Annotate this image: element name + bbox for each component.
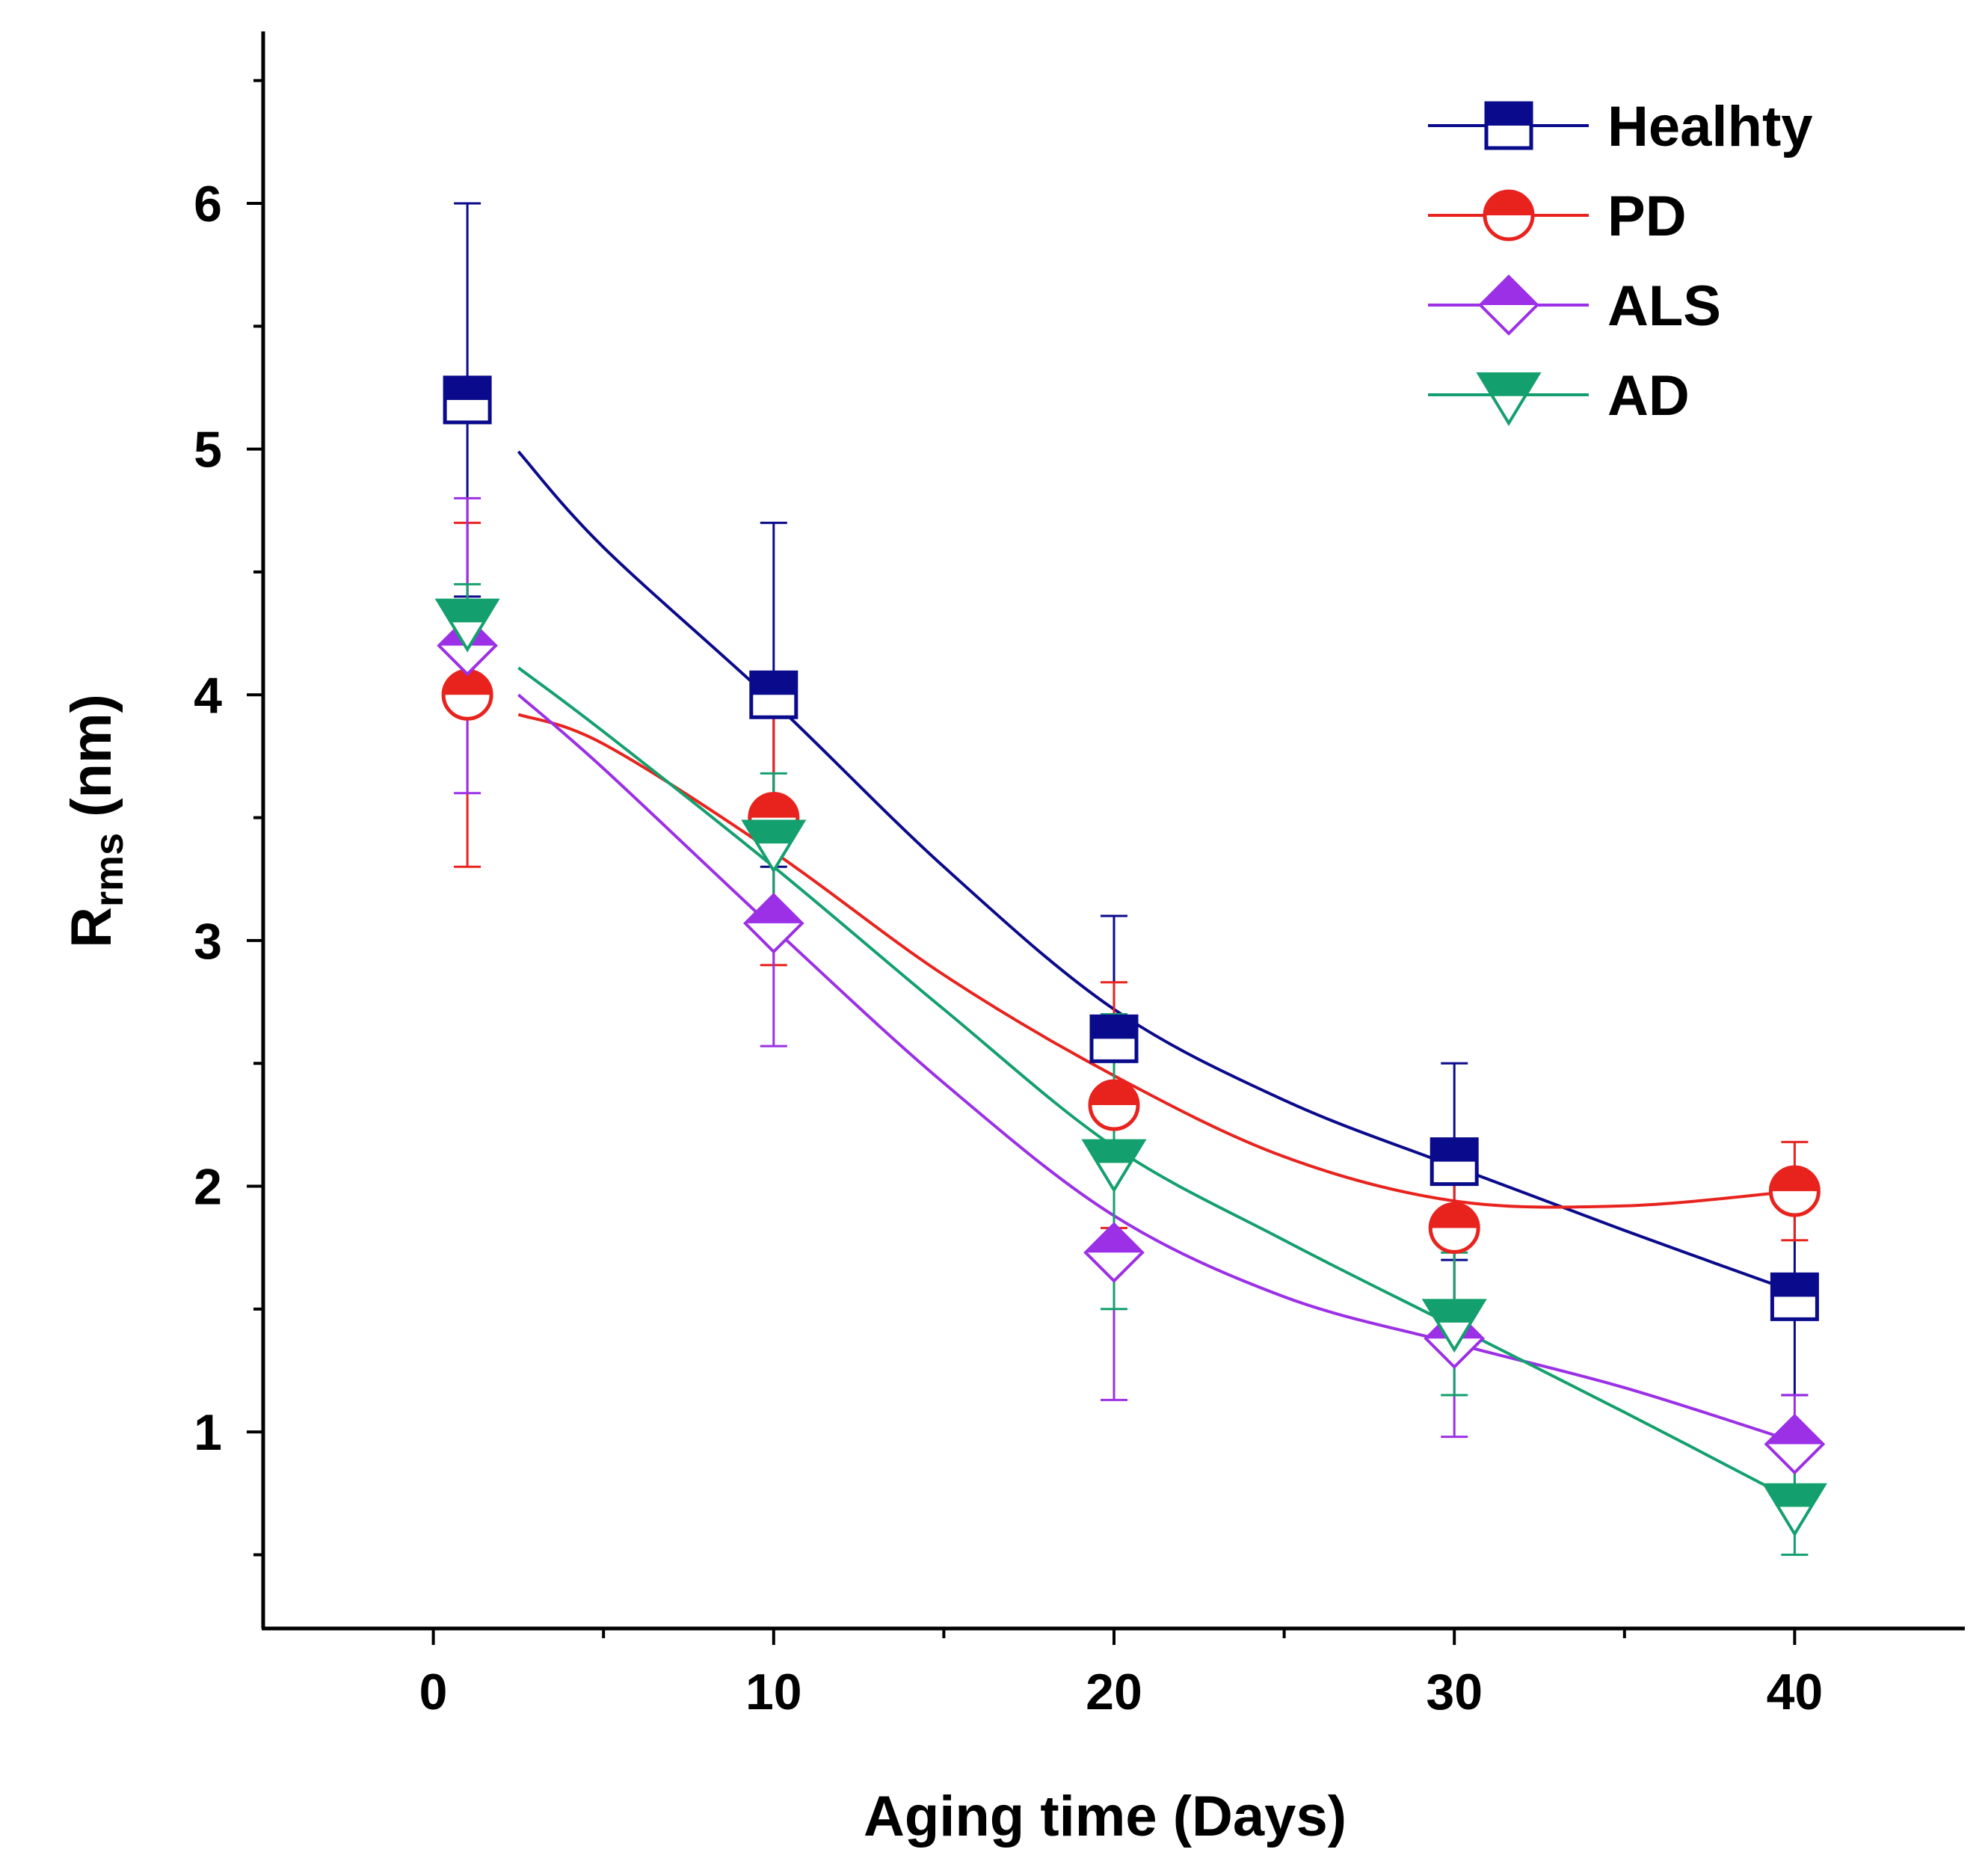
x-axis-title: Aging time (Days) [864,1785,1347,1848]
legend-item-ad: AD [1428,364,1690,428]
marker-fill [1770,1167,1819,1192]
marker-fill [1485,191,1533,215]
marker-fill [1480,277,1537,305]
y-axis-title-main: R [60,907,123,948]
legend: Healhty PD ALS AD [1428,95,1813,428]
fit-line-ad [517,666,1796,1502]
y-axis-title-sub: rms [87,833,132,907]
fit-curves [517,450,1796,1502]
marker-fill [1092,1016,1136,1039]
data-point-pd [1768,1165,1821,1217]
data-point-healhty [1089,1014,1139,1063]
data-point-pd [441,668,493,721]
data-point-pd [1428,1202,1480,1254]
legend-marker-healhty [1484,101,1533,150]
legend-item-als: ALS [1428,274,1721,338]
marker-fill [1424,1300,1485,1323]
data-point-ad [741,819,807,874]
marker-fill [445,377,490,400]
legend-label-healhty: Healhty [1607,95,1813,159]
data-point-ad [434,598,500,653]
data-point-healhty [443,375,492,425]
data-point-ad [1081,1139,1147,1193]
legend-label-pd: PD [1607,185,1687,248]
data-point-als [1764,1413,1826,1475]
y-axis-title-unit: (nm) [60,694,123,833]
data-point-pd [1088,1079,1140,1131]
marker-fill [1772,1274,1818,1297]
marker-fill [1766,1415,1824,1445]
y-tick-label: 2 [194,1158,222,1215]
x-tick-label: 20 [1086,1664,1142,1720]
legend-marker-als [1478,274,1539,336]
y-tick-label: 5 [194,422,222,479]
legend-label-ad: AD [1607,364,1690,428]
x-tick-label: 40 [1767,1664,1824,1720]
marker-fill [1086,1224,1142,1253]
legend-item-healhty: Healhty [1428,95,1813,159]
data-point-als [1083,1222,1145,1284]
data-point-ad [1761,1483,1827,1537]
data-point-als [742,893,804,954]
fit-line-als [517,693,1796,1444]
marker-fill [1764,1484,1825,1507]
legend-marker-ad [1476,372,1542,426]
marker-fill [1479,374,1539,396]
marker-fill [437,600,498,623]
data-markers [434,375,1827,1537]
x-tick-label: 10 [745,1664,802,1720]
legend-item-pd: PD [1428,185,1687,248]
fit-line-pd [517,713,1795,1209]
marker-fill [1090,1081,1138,1106]
legend-label-als: ALS [1607,274,1721,338]
data-point-ad [1421,1299,1487,1353]
marker-fill [443,671,492,695]
y-axis-title: Rrms (nm) [60,694,132,948]
marker-fill [1084,1140,1144,1163]
axes: 0 10 20 30 40 1 2 3 4 5 6 [194,31,1965,1720]
legend-marker-pd [1483,189,1535,242]
data-point-healhty [1770,1272,1819,1321]
fit-line-healhty [517,450,1796,1294]
y-tick-label: 4 [194,667,222,724]
marker-fill [1430,1204,1479,1228]
marker-fill [751,672,796,695]
marker-fill [749,793,798,818]
x-tick-label: 30 [1426,1664,1483,1720]
data-point-healhty [749,670,798,719]
data-point-healhty [1430,1137,1479,1187]
x-tick-label: 0 [419,1664,448,1720]
y-tick-label: 3 [194,913,222,970]
error-bars [454,202,1809,1556]
marker-fill [745,894,802,923]
y-tick-label: 1 [194,1404,222,1461]
marker-fill [1486,103,1531,126]
marker-fill [1432,1139,1477,1162]
y-tick-label: 6 [194,176,222,233]
marker-fill [743,821,804,844]
